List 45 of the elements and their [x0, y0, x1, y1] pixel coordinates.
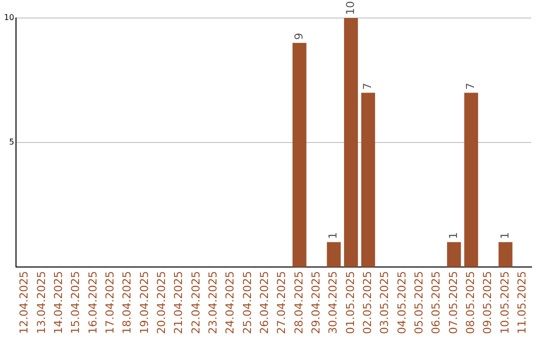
data-label: 1	[326, 232, 340, 240]
bar	[361, 92, 376, 268]
x-tick-label: 25.04.2025	[240, 271, 254, 334]
x-tick-label: 26.04.2025	[258, 271, 271, 334]
x-tick-label: 16.04.2025	[86, 271, 100, 334]
x-tick-label: 01.05.2025	[344, 271, 357, 334]
x-tick-label: 15.04.2025	[69, 271, 82, 334]
x-tick-label: 07.05.2025	[446, 271, 460, 334]
x-tick-label: 14.04.2025	[52, 271, 65, 334]
x-tick-label: 03.05.2025	[378, 271, 392, 334]
bar	[498, 242, 512, 268]
data-label: 7	[464, 82, 478, 90]
x-tick-label: 11.05.2025	[516, 271, 529, 334]
bar	[326, 242, 341, 268]
data-label: 7	[361, 82, 374, 90]
y-tick-label: 5	[9, 138, 14, 147]
x-tick-label: 02.05.2025	[361, 271, 374, 334]
bar	[447, 242, 461, 268]
bar	[292, 42, 306, 268]
x-tick-label: 19.04.2025	[138, 271, 151, 334]
x-tick-label: 10.05.2025	[498, 271, 512, 334]
x-tick-label: 09.05.2025	[481, 271, 494, 334]
x-tick-label: 04.05.2025	[395, 271, 408, 334]
x-tick-label: 24.04.2025	[224, 271, 237, 334]
x-tick-label: 21.04.2025	[172, 271, 186, 334]
x-tick-label: 13.04.2025	[34, 271, 48, 334]
x-tick-label: 05.05.2025	[412, 271, 426, 334]
data-label: 1	[498, 232, 512, 240]
x-tick-label: 27.04.2025	[275, 271, 288, 334]
x-tick-label: 06.05.2025	[430, 271, 443, 334]
data-label: 10	[344, 1, 357, 15]
bar	[344, 18, 358, 268]
x-tick-label: 12.04.2025	[18, 271, 31, 334]
data-label: 9	[292, 32, 306, 40]
x-tick-label: 18.04.2025	[120, 271, 134, 334]
x-tick-label: 08.05.2025	[464, 271, 478, 334]
x-tick-label: 29.04.2025	[309, 271, 322, 334]
data-label: 1	[446, 232, 460, 240]
x-tick-label: 30.04.2025	[326, 271, 340, 334]
bar	[464, 92, 478, 268]
x-tick-label: 17.04.2025	[103, 271, 116, 334]
x-tick-label: 23.04.2025	[206, 271, 220, 334]
x-tick-label: 28.04.2025	[292, 271, 306, 334]
x-tick-label: 22.04.2025	[189, 271, 202, 334]
x-tick-label: 20.04.2025	[154, 271, 168, 334]
